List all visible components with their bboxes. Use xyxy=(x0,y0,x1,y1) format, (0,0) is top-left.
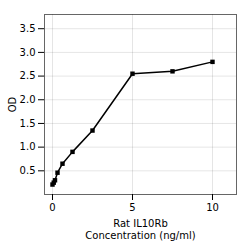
svg-text:3.5: 3.5 xyxy=(20,23,36,34)
svg-text:5: 5 xyxy=(129,202,135,213)
svg-text:1.5: 1.5 xyxy=(20,118,36,129)
svg-text:0.5: 0.5 xyxy=(20,165,36,176)
svg-text:OD: OD xyxy=(7,96,18,112)
svg-text:0: 0 xyxy=(49,202,55,213)
svg-text:2.0: 2.0 xyxy=(20,94,36,105)
svg-text:2.5: 2.5 xyxy=(20,70,36,81)
svg-text:3.0: 3.0 xyxy=(20,47,36,58)
svg-text:1.0: 1.0 xyxy=(20,141,36,152)
svg-text:Rat IL10RbConcentration (ng/ml: Rat IL10RbConcentration (ng/ml) xyxy=(85,218,195,241)
svg-text:10: 10 xyxy=(206,202,219,213)
